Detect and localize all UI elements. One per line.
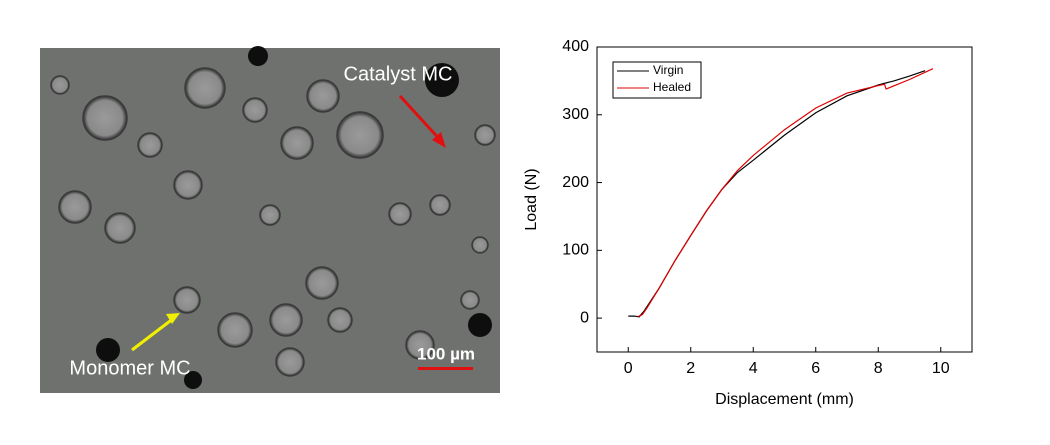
annotation: Catalyst MC	[344, 63, 453, 85]
x-axis-label: Displacement (mm)	[715, 391, 854, 408]
y-tick-label: 300	[562, 106, 589, 123]
scale-bar-label: 100 µm	[417, 344, 475, 363]
x-tick-label: 10	[932, 360, 950, 377]
scale-bar	[418, 367, 473, 370]
legend-label: Virgin	[653, 63, 683, 77]
plot-frame	[596, 46, 973, 353]
micrograph: Catalyst MC Monomer MC 100 µm	[40, 46, 500, 393]
line	[637, 68, 934, 318]
legend-label: Healed	[653, 80, 691, 94]
y-tick-label: 100	[562, 242, 589, 259]
legend-box	[612, 61, 702, 99]
y-tick-label: 400	[562, 38, 589, 55]
y-tick-label: 0	[580, 309, 589, 326]
arrowhead	[432, 132, 446, 148]
annotation: Monomer MC	[69, 357, 190, 379]
y-axis-label: Load (N)	[523, 168, 540, 230]
arrow	[131, 316, 175, 352]
x-tick-label: 6	[811, 360, 820, 377]
arrowhead	[166, 313, 180, 324]
x-tick-label: 2	[686, 360, 695, 377]
line	[628, 70, 926, 318]
arrow	[398, 94, 445, 145]
x-tick-label: 0	[624, 360, 633, 377]
x-tick-label: 8	[874, 360, 883, 377]
y-tick-label: 200	[562, 174, 589, 191]
x-tick-label: 4	[749, 360, 758, 377]
